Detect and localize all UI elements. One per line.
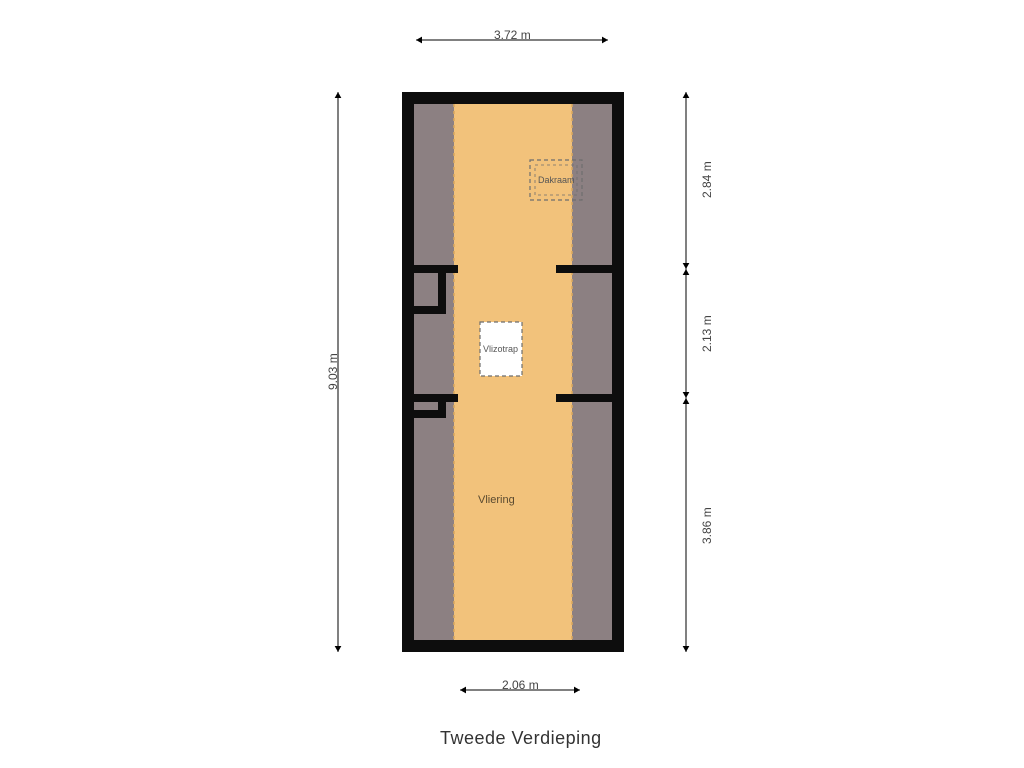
dimension-right-3-label: 3.86 m: [700, 507, 714, 544]
feature-label-vlizotrap: Vlizotrap: [483, 344, 518, 354]
dimension-top-label: 3.72 m: [494, 28, 531, 42]
feature-label-dakraam: Dakraam: [538, 175, 575, 185]
dimension-right-1-label: 2.84 m: [700, 161, 714, 198]
dimension-bottom-label: 2.06 m: [502, 678, 539, 692]
dimension-right-2-label: 2.13 m: [700, 315, 714, 352]
page-title: Tweede Verdieping: [440, 728, 602, 749]
dimension-left-label: 9.03 m: [326, 353, 340, 390]
room-label-vliering: Vliering: [478, 494, 515, 506]
floorplan-svg: [0, 0, 1024, 768]
floorplan-stage: 3.72 m 2.06 m 9.03 m 2.84 m 2.13 m 3.86 …: [0, 0, 1024, 768]
